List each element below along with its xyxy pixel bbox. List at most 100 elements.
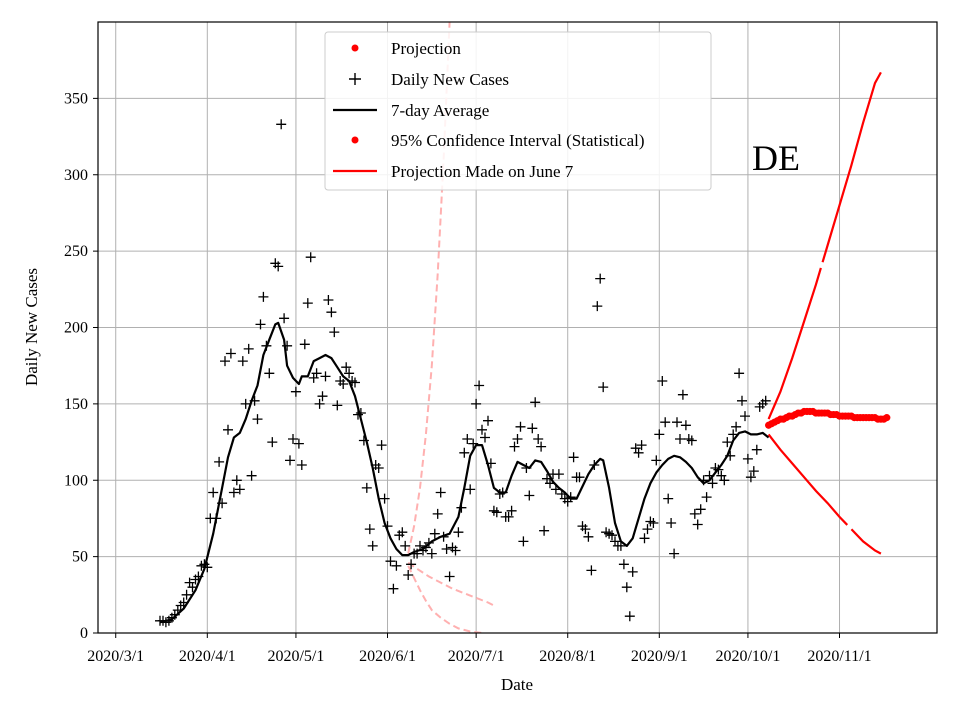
daily-case-marker bbox=[385, 556, 396, 567]
daily-case-marker bbox=[745, 472, 756, 483]
daily-case-marker bbox=[751, 444, 762, 455]
daily-case-marker bbox=[228, 487, 239, 498]
daily-case-marker bbox=[621, 582, 632, 593]
daily-case-marker bbox=[462, 434, 473, 444]
daily-case-marker bbox=[220, 356, 230, 367]
daily-case-marker bbox=[397, 527, 408, 538]
daily-case-marker bbox=[181, 589, 192, 600]
y-tick-label: 250 bbox=[64, 243, 88, 260]
region-label: DE bbox=[752, 138, 800, 178]
daily-case-marker bbox=[403, 570, 414, 580]
x-tick-label: 2020/3/1 bbox=[87, 648, 144, 665]
daily-case-marker bbox=[506, 505, 517, 516]
daily-case-marker bbox=[264, 368, 275, 379]
series-layer bbox=[155, 22, 891, 633]
legend: Projection Daily New Cases 7-day Average 95… bbox=[324, 31, 712, 191]
daily-case-marker bbox=[533, 434, 544, 444]
daily-case-marker bbox=[536, 441, 547, 452]
daily-case-marker bbox=[728, 429, 739, 440]
daily-case-marker bbox=[574, 472, 585, 483]
daily-case-marker bbox=[296, 460, 307, 470]
daily-case-marker bbox=[450, 545, 461, 556]
x-tick-label: 2020/8/1 bbox=[539, 648, 596, 665]
daily-case-marker bbox=[237, 356, 248, 367]
daily-case-marker bbox=[208, 487, 219, 498]
daily-case-marker bbox=[293, 438, 304, 449]
daily-case-marker bbox=[299, 339, 310, 350]
y-tick-label: 150 bbox=[64, 396, 88, 413]
legend-box bbox=[324, 31, 712, 191]
daily-case-marker bbox=[234, 484, 245, 495]
daily-case-marker bbox=[314, 398, 325, 409]
daily-case-marker bbox=[553, 469, 564, 480]
daily-case-marker bbox=[344, 368, 355, 379]
daily-case-marker bbox=[624, 611, 635, 622]
daily-case-marker bbox=[598, 382, 609, 393]
daily-case-marker bbox=[719, 475, 730, 486]
x-tick-label: 2020/10/1 bbox=[715, 648, 780, 665]
daily-case-marker bbox=[648, 518, 659, 528]
daily-case-marker bbox=[305, 252, 316, 263]
daily-case-marker bbox=[737, 395, 747, 406]
legend-label: Daily New Cases bbox=[391, 70, 509, 89]
legend-label: Projection Made on June 7 bbox=[391, 162, 574, 181]
confidence-lower-line bbox=[767, 433, 882, 555]
daily-case-marker bbox=[444, 571, 455, 582]
x-axis-title: Date bbox=[501, 675, 533, 694]
daily-case-marker bbox=[279, 313, 290, 324]
daily-case-marker bbox=[329, 327, 340, 338]
daily-case-marker bbox=[518, 536, 529, 547]
daily-case-marker bbox=[734, 368, 745, 379]
daily-case-marker bbox=[672, 417, 682, 428]
daily-case-marker bbox=[246, 470, 257, 481]
daily-case-marker bbox=[592, 301, 603, 312]
daily-case-marker bbox=[432, 508, 443, 519]
daily-case-marker bbox=[350, 377, 360, 388]
y-tick-label: 200 bbox=[64, 320, 88, 337]
daily-case-marker bbox=[677, 389, 688, 400]
daily-case-marker bbox=[406, 559, 417, 570]
daily-case-marker bbox=[459, 447, 470, 458]
daily-case-marker bbox=[225, 348, 236, 359]
daily-case-marker bbox=[323, 295, 334, 305]
daily-case-marker bbox=[252, 414, 263, 425]
daily-case-marker bbox=[477, 424, 487, 435]
daily-case-marker bbox=[515, 421, 526, 432]
daily-case-marker bbox=[243, 343, 254, 354]
daily-case-marker bbox=[285, 455, 295, 466]
daily-case-marker bbox=[491, 507, 502, 518]
daily-case-marker bbox=[326, 307, 337, 318]
daily-case-marker bbox=[400, 540, 411, 551]
daily-case-marker bbox=[657, 376, 668, 386]
daily-case-marker bbox=[633, 447, 644, 458]
daily-case-marker bbox=[338, 379, 349, 389]
daily-case-marker bbox=[341, 362, 352, 373]
y-axis-title: Daily New Cases bbox=[22, 268, 41, 386]
daily-case-marker bbox=[223, 424, 233, 435]
daily-case-marker bbox=[524, 490, 535, 501]
daily-case-marker bbox=[429, 528, 440, 539]
daily-case-marker bbox=[654, 429, 665, 440]
daily-case-marker bbox=[666, 518, 677, 528]
daily-case-marker bbox=[695, 504, 706, 515]
x-tick-label: 2020/6/1 bbox=[359, 648, 416, 665]
daily-case-marker bbox=[376, 440, 387, 451]
daily-case-marker bbox=[692, 519, 703, 530]
daily-case-marker bbox=[288, 434, 298, 444]
legend-label: 7-day Average bbox=[391, 101, 489, 120]
june7-projection-lower-line bbox=[407, 565, 483, 633]
axis-ticks: 2020/3/1 2020/4/1 2020/5/1 2020/6/1 2020/7/1… bbox=[64, 90, 872, 665]
legend-marker-dot bbox=[351, 136, 359, 144]
daily-case-marker bbox=[660, 417, 671, 428]
y-tick-label: 300 bbox=[64, 167, 88, 184]
daily-case-marker bbox=[669, 548, 680, 559]
daily-case-marker bbox=[468, 438, 479, 449]
y-tick-label: 350 bbox=[64, 90, 88, 107]
daily-case-marker bbox=[361, 482, 372, 493]
daily-case-marker bbox=[680, 420, 691, 431]
daily-case-marker bbox=[240, 398, 251, 409]
daily-case-marker bbox=[391, 560, 402, 571]
y-tick-label: 0 bbox=[80, 625, 88, 642]
daily-case-marker bbox=[760, 395, 771, 406]
daily-case-marker bbox=[474, 380, 485, 391]
